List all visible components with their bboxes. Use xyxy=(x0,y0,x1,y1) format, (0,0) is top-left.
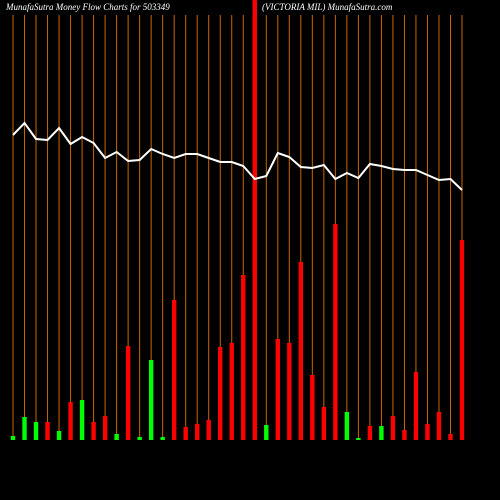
bar xyxy=(160,437,165,440)
bar xyxy=(22,417,27,440)
bar xyxy=(252,0,257,440)
bar xyxy=(195,424,200,440)
bar xyxy=(333,224,338,440)
bar xyxy=(91,422,96,440)
bar xyxy=(310,375,315,440)
bar xyxy=(45,422,50,440)
bar xyxy=(413,372,419,440)
bar xyxy=(402,430,407,440)
bar xyxy=(183,427,188,440)
bar xyxy=(344,412,350,440)
bar xyxy=(114,434,119,440)
bar xyxy=(171,300,177,440)
bar xyxy=(102,416,108,440)
bar xyxy=(56,431,62,440)
bar xyxy=(148,360,154,440)
bar xyxy=(10,436,16,440)
bar xyxy=(206,420,211,440)
bar xyxy=(367,426,373,440)
bar xyxy=(229,343,234,440)
bar xyxy=(125,346,131,440)
bar xyxy=(448,434,453,440)
bar xyxy=(264,425,269,440)
bar xyxy=(356,438,361,440)
bar xyxy=(33,422,39,440)
bar xyxy=(137,437,142,440)
bar xyxy=(321,407,327,440)
price-line xyxy=(12,121,463,191)
bar xyxy=(241,275,246,440)
bar xyxy=(287,343,292,440)
bar xyxy=(275,339,280,440)
bar xyxy=(218,347,223,440)
bar xyxy=(459,240,465,440)
chart-subtitle: (VICTORIA MIL) MunafaSutra.com xyxy=(262,2,393,12)
bar xyxy=(379,426,384,440)
bar xyxy=(79,400,85,440)
chart-title: MunafaSutra Money Flow Charts for 503349 xyxy=(5,2,170,12)
bar xyxy=(425,424,430,440)
bar xyxy=(298,262,304,440)
bar xyxy=(436,412,442,440)
bar xyxy=(68,402,73,440)
bar xyxy=(390,416,396,440)
